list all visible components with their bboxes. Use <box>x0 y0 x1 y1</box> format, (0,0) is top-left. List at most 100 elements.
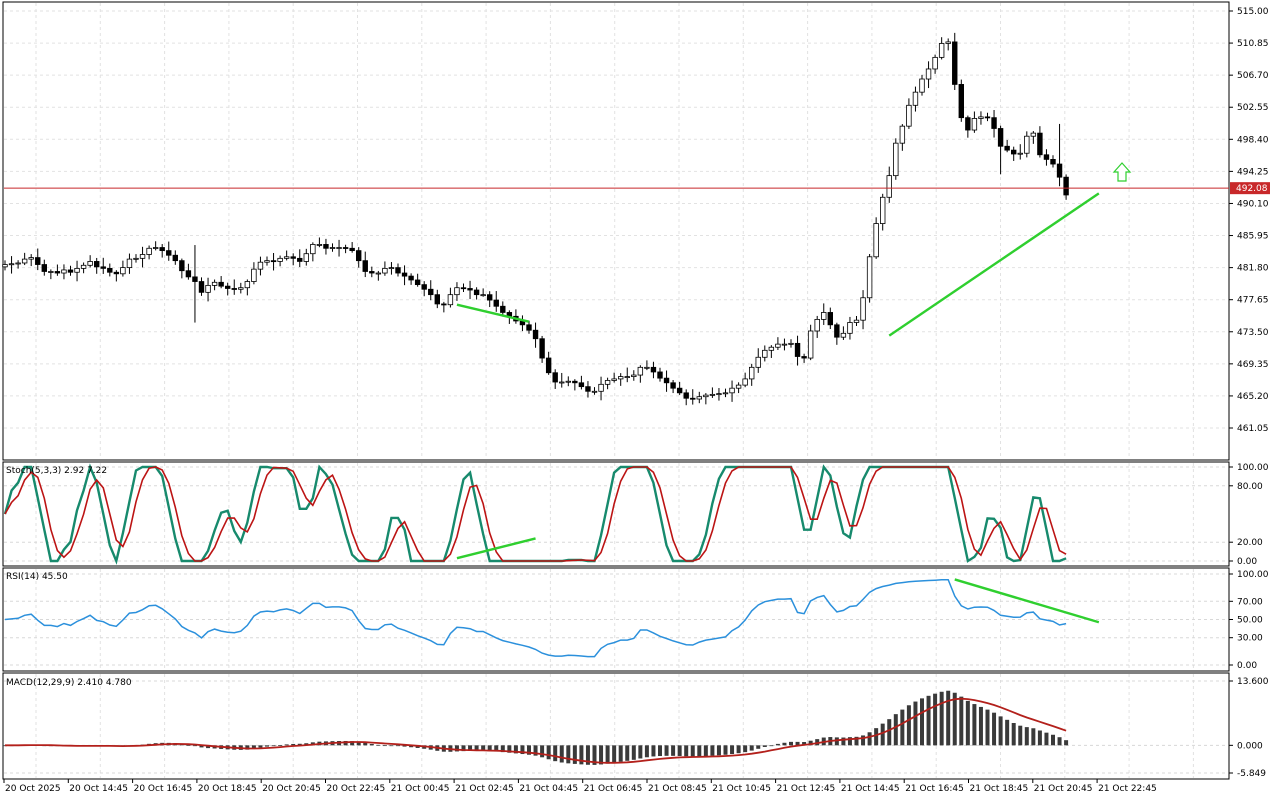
macd-bar <box>546 745 551 760</box>
macd-bar <box>513 745 518 754</box>
panel-frames <box>2 1 1230 780</box>
candle-body <box>107 267 113 273</box>
macd-bar <box>402 745 407 747</box>
indicator-label: MACD(12,29,9) 2.410 4.780 <box>6 678 132 688</box>
time-tick-label: 21 Oct 06:45 <box>584 784 643 794</box>
macd-bar <box>245 745 250 750</box>
candle-body <box>139 254 146 259</box>
stoch-tick-label: 0.00 <box>1237 557 1257 567</box>
candle-body <box>532 329 539 340</box>
macd-bar <box>592 745 597 765</box>
candle-body <box>473 289 480 296</box>
candle-body <box>978 116 984 119</box>
candle-body <box>663 377 670 384</box>
macd-bar <box>369 744 374 746</box>
macd-bar <box>874 728 879 746</box>
candle-body <box>146 247 152 255</box>
candle-body <box>369 271 375 274</box>
macd-bar <box>468 745 473 751</box>
candle-body <box>336 247 342 249</box>
candle-body <box>80 264 87 269</box>
macd-bar <box>651 745 656 757</box>
macd-bar <box>389 745 394 747</box>
candle-body <box>932 56 938 70</box>
macd-bar <box>900 709 905 746</box>
macd-bar <box>350 741 355 746</box>
macd-bar <box>1005 719 1010 746</box>
candle-body <box>578 382 585 388</box>
time-tick-label: 21 Oct 12:45 <box>777 784 836 794</box>
candle-body <box>329 247 336 249</box>
grid <box>4 3 1228 778</box>
price-tick-label: 469.35 <box>1237 360 1269 370</box>
panel-frame-macd <box>2 672 1230 780</box>
candle-body <box>428 288 434 296</box>
candle-body <box>382 267 388 274</box>
candle-body <box>840 332 847 338</box>
price-tick-label: 461.05 <box>1237 424 1269 434</box>
candle-body <box>1043 154 1050 160</box>
candle-body <box>598 383 604 392</box>
candle-body <box>893 142 899 177</box>
candle-body <box>1050 159 1056 165</box>
candle-body <box>54 271 61 274</box>
macd-bar <box>1018 725 1023 746</box>
macd-bar <box>494 745 499 752</box>
candle-body <box>716 393 722 396</box>
candle-body <box>395 267 401 274</box>
candle-body <box>938 43 945 58</box>
macd-bar <box>959 696 964 746</box>
macd-bar <box>808 740 813 746</box>
macd-bar <box>992 712 997 746</box>
macd-bar <box>716 745 721 756</box>
rsi-tick-label: 0.00 <box>1237 661 1257 671</box>
candle-body <box>539 338 545 359</box>
macd-bar <box>952 692 957 746</box>
candle-body <box>467 288 473 291</box>
candle-body <box>657 371 663 379</box>
candles <box>2 32 1229 406</box>
candle-body <box>408 275 414 281</box>
macd-bar <box>1024 727 1029 746</box>
macd-bar <box>559 745 564 763</box>
price-tick-label: 485.95 <box>1237 232 1269 242</box>
macd-bar <box>795 741 800 746</box>
candle-body <box>133 257 139 260</box>
rsi-tick-label: 70.00 <box>1237 597 1263 607</box>
candle-body <box>1004 145 1010 151</box>
rsi-tick-label: 50.00 <box>1237 616 1263 626</box>
candle-body <box>152 247 159 249</box>
trend-line <box>456 303 530 323</box>
candle-body <box>375 272 382 275</box>
candle-body <box>880 196 886 224</box>
macd-bar <box>631 745 636 760</box>
candle-body <box>480 294 486 297</box>
candle-body <box>886 175 892 198</box>
macd-bar <box>933 693 938 746</box>
candle-body <box>925 68 932 80</box>
candle-body <box>323 244 329 249</box>
candle-body <box>41 264 47 272</box>
stochastic-panel: 100.00 80.00 20.00 0.00 <box>3 463 1269 567</box>
time-tick-label: 20 Oct 22:45 <box>327 784 386 794</box>
time-tick-label: 21 Oct 18:45 <box>970 784 1029 794</box>
candle-body <box>729 387 735 394</box>
macd-bar <box>723 745 728 755</box>
macd-bar <box>599 745 604 765</box>
price-tick-label: 494.25 <box>1237 167 1269 177</box>
candle-body <box>401 272 408 277</box>
macd-bar <box>1064 740 1069 746</box>
candle-body <box>211 281 218 286</box>
candle-body <box>159 247 165 252</box>
time-tick-label: 21 Oct 04:45 <box>519 784 578 794</box>
macd-bar <box>572 745 577 764</box>
price-tick-label: 465.20 <box>1237 392 1269 402</box>
macd-tick-label: 13.600 <box>1237 677 1269 687</box>
candle-body <box>87 261 93 266</box>
macd-bar <box>474 745 479 751</box>
macd-tick-label: -5.849 <box>1237 769 1266 779</box>
macd-bar <box>1037 730 1042 746</box>
stoch-tick-label: 80.00 <box>1237 482 1263 492</box>
candle-body <box>1063 176 1069 196</box>
